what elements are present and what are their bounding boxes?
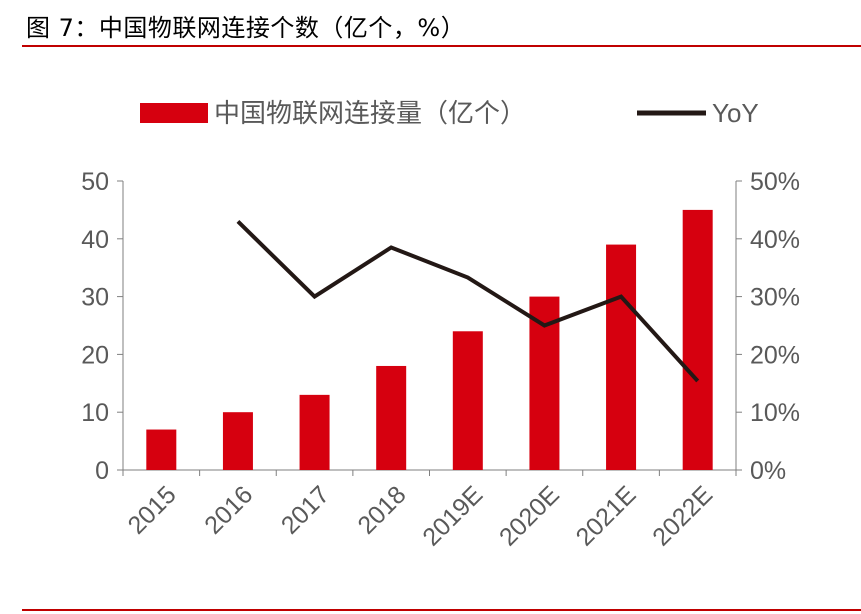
bar-2015 — [146, 429, 177, 470]
x-tick-label-2020E: 2020E — [494, 481, 565, 552]
x-tick-label-2017: 2017 — [276, 481, 335, 540]
x-tick-label-2022E: 2022E — [647, 481, 718, 552]
legend-bar-label: 中国物联网连接量（亿个） — [214, 98, 526, 128]
chart-legend: 中国物联网连接量（亿个） YoY — [140, 98, 759, 128]
y-right-tick-label: 50% — [750, 168, 800, 196]
y-left-tick-label: 20 — [81, 341, 109, 369]
bottom-rule — [22, 609, 861, 611]
bar-2019E — [452, 331, 483, 470]
y-right-tick-label: 20% — [750, 341, 800, 369]
x-tick-label-2019E: 2019E — [417, 481, 488, 552]
legend-bar-swatch — [140, 103, 208, 123]
x-tick-label-2015: 2015 — [123, 481, 182, 540]
y-left-tick-label: 0 — [95, 457, 109, 485]
bar-2021E — [606, 244, 637, 470]
bar-2022E — [682, 209, 713, 470]
y-left-tick-label: 50 — [81, 168, 109, 196]
y-left-tick-label: 40 — [81, 226, 109, 254]
figure-title: 图 7：中国物联网连接个数（亿个，%） — [26, 14, 466, 42]
chart-axes: 0 10 20 30 40 50 0% 10% 20% 30% 40% 50% — [81, 168, 800, 485]
y-right-tick-label: 0% — [750, 457, 786, 485]
bar-2018 — [376, 365, 407, 470]
legend-line-label: YoY — [712, 98, 759, 128]
bar-series — [146, 209, 713, 470]
y-left-tick-label: 10 — [81, 399, 109, 427]
x-tick-label-2016: 2016 — [199, 481, 258, 540]
y-right-tick-label: 30% — [750, 284, 800, 312]
x-tick-label-2021E: 2021E — [571, 481, 642, 552]
y-left-tick-label: 30 — [81, 284, 109, 312]
bar-2017 — [299, 394, 330, 470]
title-rule — [22, 45, 861, 47]
x-axis-labels: 2015 2016 2017 2018 2019E 2020E 2021E 2022E — [123, 481, 719, 552]
bar-2016 — [222, 412, 253, 470]
y-right-tick-label: 40% — [750, 226, 800, 254]
y-right-tick-label: 10% — [750, 399, 800, 427]
yoy-line-series — [236, 220, 700, 383]
x-tick-label-2018: 2018 — [352, 481, 411, 540]
